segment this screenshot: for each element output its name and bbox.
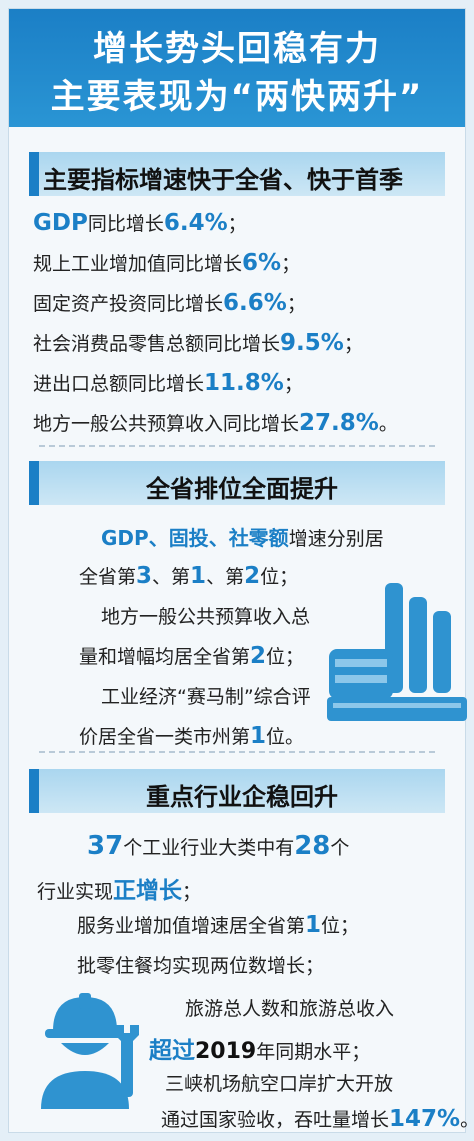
ranking-text: 位； <box>260 566 299 588</box>
section-3-heading-text: 重点行业企稳回升 <box>146 783 338 811</box>
indicator-value: 11.8% <box>204 370 284 396</box>
indicator-value: 6% <box>242 250 282 276</box>
ranking-keyword: GDP <box>101 526 149 550</box>
industry-text: 行业实现 <box>37 881 114 903</box>
indicator-value: 27.8% <box>299 410 379 436</box>
ranking-text: 、第 <box>206 566 245 588</box>
indicator-end: ； <box>281 253 301 275</box>
ranking-line: 量和增幅均居全省第2位； <box>79 642 304 669</box>
industry-highlight: 正增长 <box>113 878 183 904</box>
industry-text: 个 <box>330 837 350 859</box>
title-banner: 增长势头回稳有力 主要表现为“两快两升” <box>9 9 465 127</box>
indicator-text: 进出口总额同比增长 <box>33 373 205 395</box>
indicator-value: 6.6% <box>223 290 287 316</box>
industry-text: 。 <box>460 1109 474 1131</box>
section-1-heading-text: 主要指标增速快于全省、快于首季 <box>43 166 403 194</box>
divider <box>39 445 435 447</box>
industry-text: 年同期水平； <box>256 1041 371 1063</box>
industry-line: 批零住餐均实现两位数增长； <box>77 955 325 977</box>
indicator-value: 6.4% <box>163 210 228 236</box>
industry-line: 超过2019年同期水平； <box>149 1031 370 1065</box>
indicator-row: 进出口总额同比增长11.8%； <box>33 369 303 396</box>
ranking-text: 量和增幅均居全省第 <box>79 646 251 668</box>
indicator-value: 9.5% <box>280 330 344 356</box>
ranking-number: 2 <box>244 563 261 589</box>
industry-highlight: 超过 <box>149 1038 195 1064</box>
industry-number: 37 <box>87 831 124 861</box>
indicator-text: 地方一般公共预算收入同比增长 <box>33 413 300 435</box>
section-1-heading: 主要指标增速快于全省、快于首季 <box>29 152 445 196</box>
ranking-line: 价居全省一类市州第1位。 <box>79 722 304 749</box>
industry-line: 旅游总人数和旅游总收入 <box>185 998 395 1020</box>
ranking-line: GDP、固投、社零额增速分别居 <box>101 522 384 551</box>
industry-number: 1 <box>305 912 322 938</box>
ranking-number: 1 <box>250 723 267 749</box>
indicator-text: 社会消费品零售总额同比增长 <box>33 333 281 355</box>
industry-year: 2019 <box>195 1039 257 1064</box>
industry-line: 三峡机场航空口岸扩大开放 <box>165 1073 394 1095</box>
factory-icon <box>327 583 467 721</box>
indicator-text: 规上工业增加值同比增长 <box>33 253 243 275</box>
industry-line: 服务业增加值增速居全省第1位； <box>77 911 359 938</box>
industry-text: 服务业增加值增速居全省第 <box>77 915 306 937</box>
ranking-keyword: 社零额 <box>228 526 289 550</box>
industry-line: 37个工业行业大类中有28个 <box>87 831 349 861</box>
ranking-text: 、第 <box>152 566 191 588</box>
industry-text: 位； <box>321 915 360 937</box>
ranking-separator: 、 <box>148 526 169 550</box>
ranking-text: 增速分别居 <box>288 528 384 550</box>
ranking-line: 工业经济“赛马制”综合评 <box>101 686 311 708</box>
ranking-number: 1 <box>190 563 207 589</box>
ranking-text: 全省第 <box>79 566 137 588</box>
industry-text: 个工业行业大类中有 <box>123 837 295 859</box>
section-3-heading: 重点行业企稳回升 <box>29 769 445 813</box>
industry-line: 通过国家验收，吞吐量增长147%。 <box>161 1105 474 1132</box>
ranking-text: 位。 <box>266 726 305 748</box>
ranking-number: 2 <box>250 643 267 669</box>
ranking-text: 价居全省一类市州第 <box>79 726 251 748</box>
ranking-separator: 、 <box>208 526 229 550</box>
ranking-number: 3 <box>136 563 153 589</box>
indicator-end: ； <box>283 373 303 395</box>
ranking-keyword: 固投 <box>168 526 209 550</box>
indicator-label: GDP <box>33 210 88 236</box>
worker-wrench-icon <box>41 993 139 1109</box>
indicator-text: 固定资产投资同比增长 <box>33 293 224 315</box>
infographic: 增长势头回稳有力 主要表现为“两快两升” 主要指标增速快于全省、快于首季 GDP… <box>8 8 474 1133</box>
indicator-end: ； <box>286 293 306 315</box>
industry-number: 28 <box>294 831 331 861</box>
indicator-text: 同比增长 <box>87 213 164 235</box>
ranking-line: 地方一般公共预算收入总 <box>101 606 311 628</box>
title-line-2: 主要表现为“两快两升” <box>50 77 424 117</box>
industry-line: 行业实现正增长； <box>37 871 201 905</box>
industry-number: 147% <box>389 1106 461 1132</box>
indicator-row: 社会消费品零售总额同比增长9.5%； <box>33 329 363 356</box>
ranking-line: 全省第3、第1、第2位； <box>79 562 298 589</box>
indicator-end: ； <box>343 333 363 355</box>
indicator-end: ； <box>227 213 247 235</box>
indicator-row: GDP同比增长6.4%； <box>33 209 247 236</box>
indicator-row: 地方一般公共预算收入同比增长27.8%。 <box>33 409 398 436</box>
industry-text: ； <box>182 881 202 903</box>
ranking-text: 位； <box>266 646 305 668</box>
industry-text: 通过国家验收，吞吐量增长 <box>161 1109 390 1131</box>
indicator-row: 规上工业增加值同比增长6%； <box>33 249 300 276</box>
section-2-heading: 全省排位全面提升 <box>29 461 445 505</box>
indicator-end: 。 <box>378 413 398 435</box>
divider <box>39 751 435 753</box>
section-2-heading-text: 全省排位全面提升 <box>146 475 338 503</box>
indicator-row: 固定资产投资同比增长6.6%； <box>33 289 306 316</box>
title-line-1: 增长势头回稳有力 <box>93 29 381 69</box>
